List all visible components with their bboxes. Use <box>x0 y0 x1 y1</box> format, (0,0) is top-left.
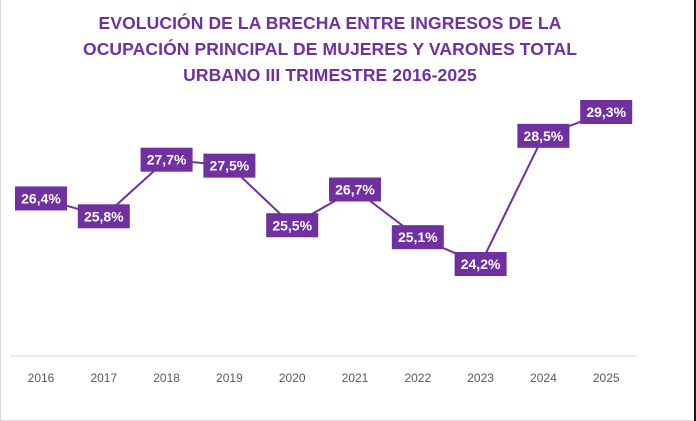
chart-title-line-1: EVOLUCIÓN DE LA BRECHA ENTRE INGRESOS DE… <box>98 13 562 33</box>
data-label-box <box>517 123 570 148</box>
data-label-text: 27,7% <box>147 152 187 168</box>
data-label-text: 28,5% <box>524 128 564 144</box>
chart-title-line-2: OCUPACIÓN PRINCIPAL DE MUJERES Y VARONES… <box>82 39 578 59</box>
data-label: 28,5% <box>517 123 570 148</box>
data-label-text: 25,1% <box>398 229 438 245</box>
data-label-text: 26,4% <box>21 190 61 206</box>
data-label-text: 25,8% <box>84 208 124 224</box>
data-label-box <box>15 186 67 211</box>
data-label-text: 26,7% <box>335 181 375 197</box>
data-label-box <box>140 147 193 172</box>
data-label-box <box>391 225 444 250</box>
x-tick-label: 2025 <box>593 371 620 385</box>
data-label: 27,5% <box>203 153 256 178</box>
x-tick-label: 2018 <box>153 371 180 385</box>
chart-title: EVOLUCIÓN DE LA BRECHA ENTRE INGRESOS DE… <box>0 10 660 88</box>
data-label-box <box>266 213 319 238</box>
data-label-text: 29,3% <box>586 104 626 120</box>
data-label: 26,4% <box>15 186 67 211</box>
x-tick-label: 2022 <box>404 371 431 385</box>
x-tick-label: 2021 <box>342 371 369 385</box>
x-tick-label: 2019 <box>216 371 243 385</box>
x-tick-label: 2020 <box>279 371 306 385</box>
x-tick-label: 2017 <box>90 371 117 385</box>
data-label: 24,2% <box>454 252 507 276</box>
window-edge <box>694 0 696 421</box>
x-tick-label: 2023 <box>467 371 494 385</box>
data-label-box <box>77 204 130 229</box>
data-label-text: 27,5% <box>210 158 250 174</box>
data-label: 26,7% <box>329 177 381 202</box>
data-label: 29,3% <box>580 100 633 124</box>
data-label-box <box>454 252 507 276</box>
data-label: 25,1% <box>391 225 444 250</box>
data-label-box <box>580 100 633 124</box>
data-label: 25,5% <box>266 213 319 238</box>
series-line <box>40 111 607 266</box>
data-label-text: 25,5% <box>272 217 312 233</box>
data-label-box <box>329 177 381 202</box>
chart-title-line-3: URBANO III TRIMESTRE 2016-2025 <box>183 65 477 85</box>
data-label-box <box>203 153 256 178</box>
x-tick-label: 2024 <box>530 371 557 385</box>
data-label: 25,8% <box>77 204 130 229</box>
data-label-text: 24,2% <box>461 256 501 272</box>
data-label: 27,7% <box>140 147 193 172</box>
x-tick-label: 2016 <box>28 371 55 385</box>
